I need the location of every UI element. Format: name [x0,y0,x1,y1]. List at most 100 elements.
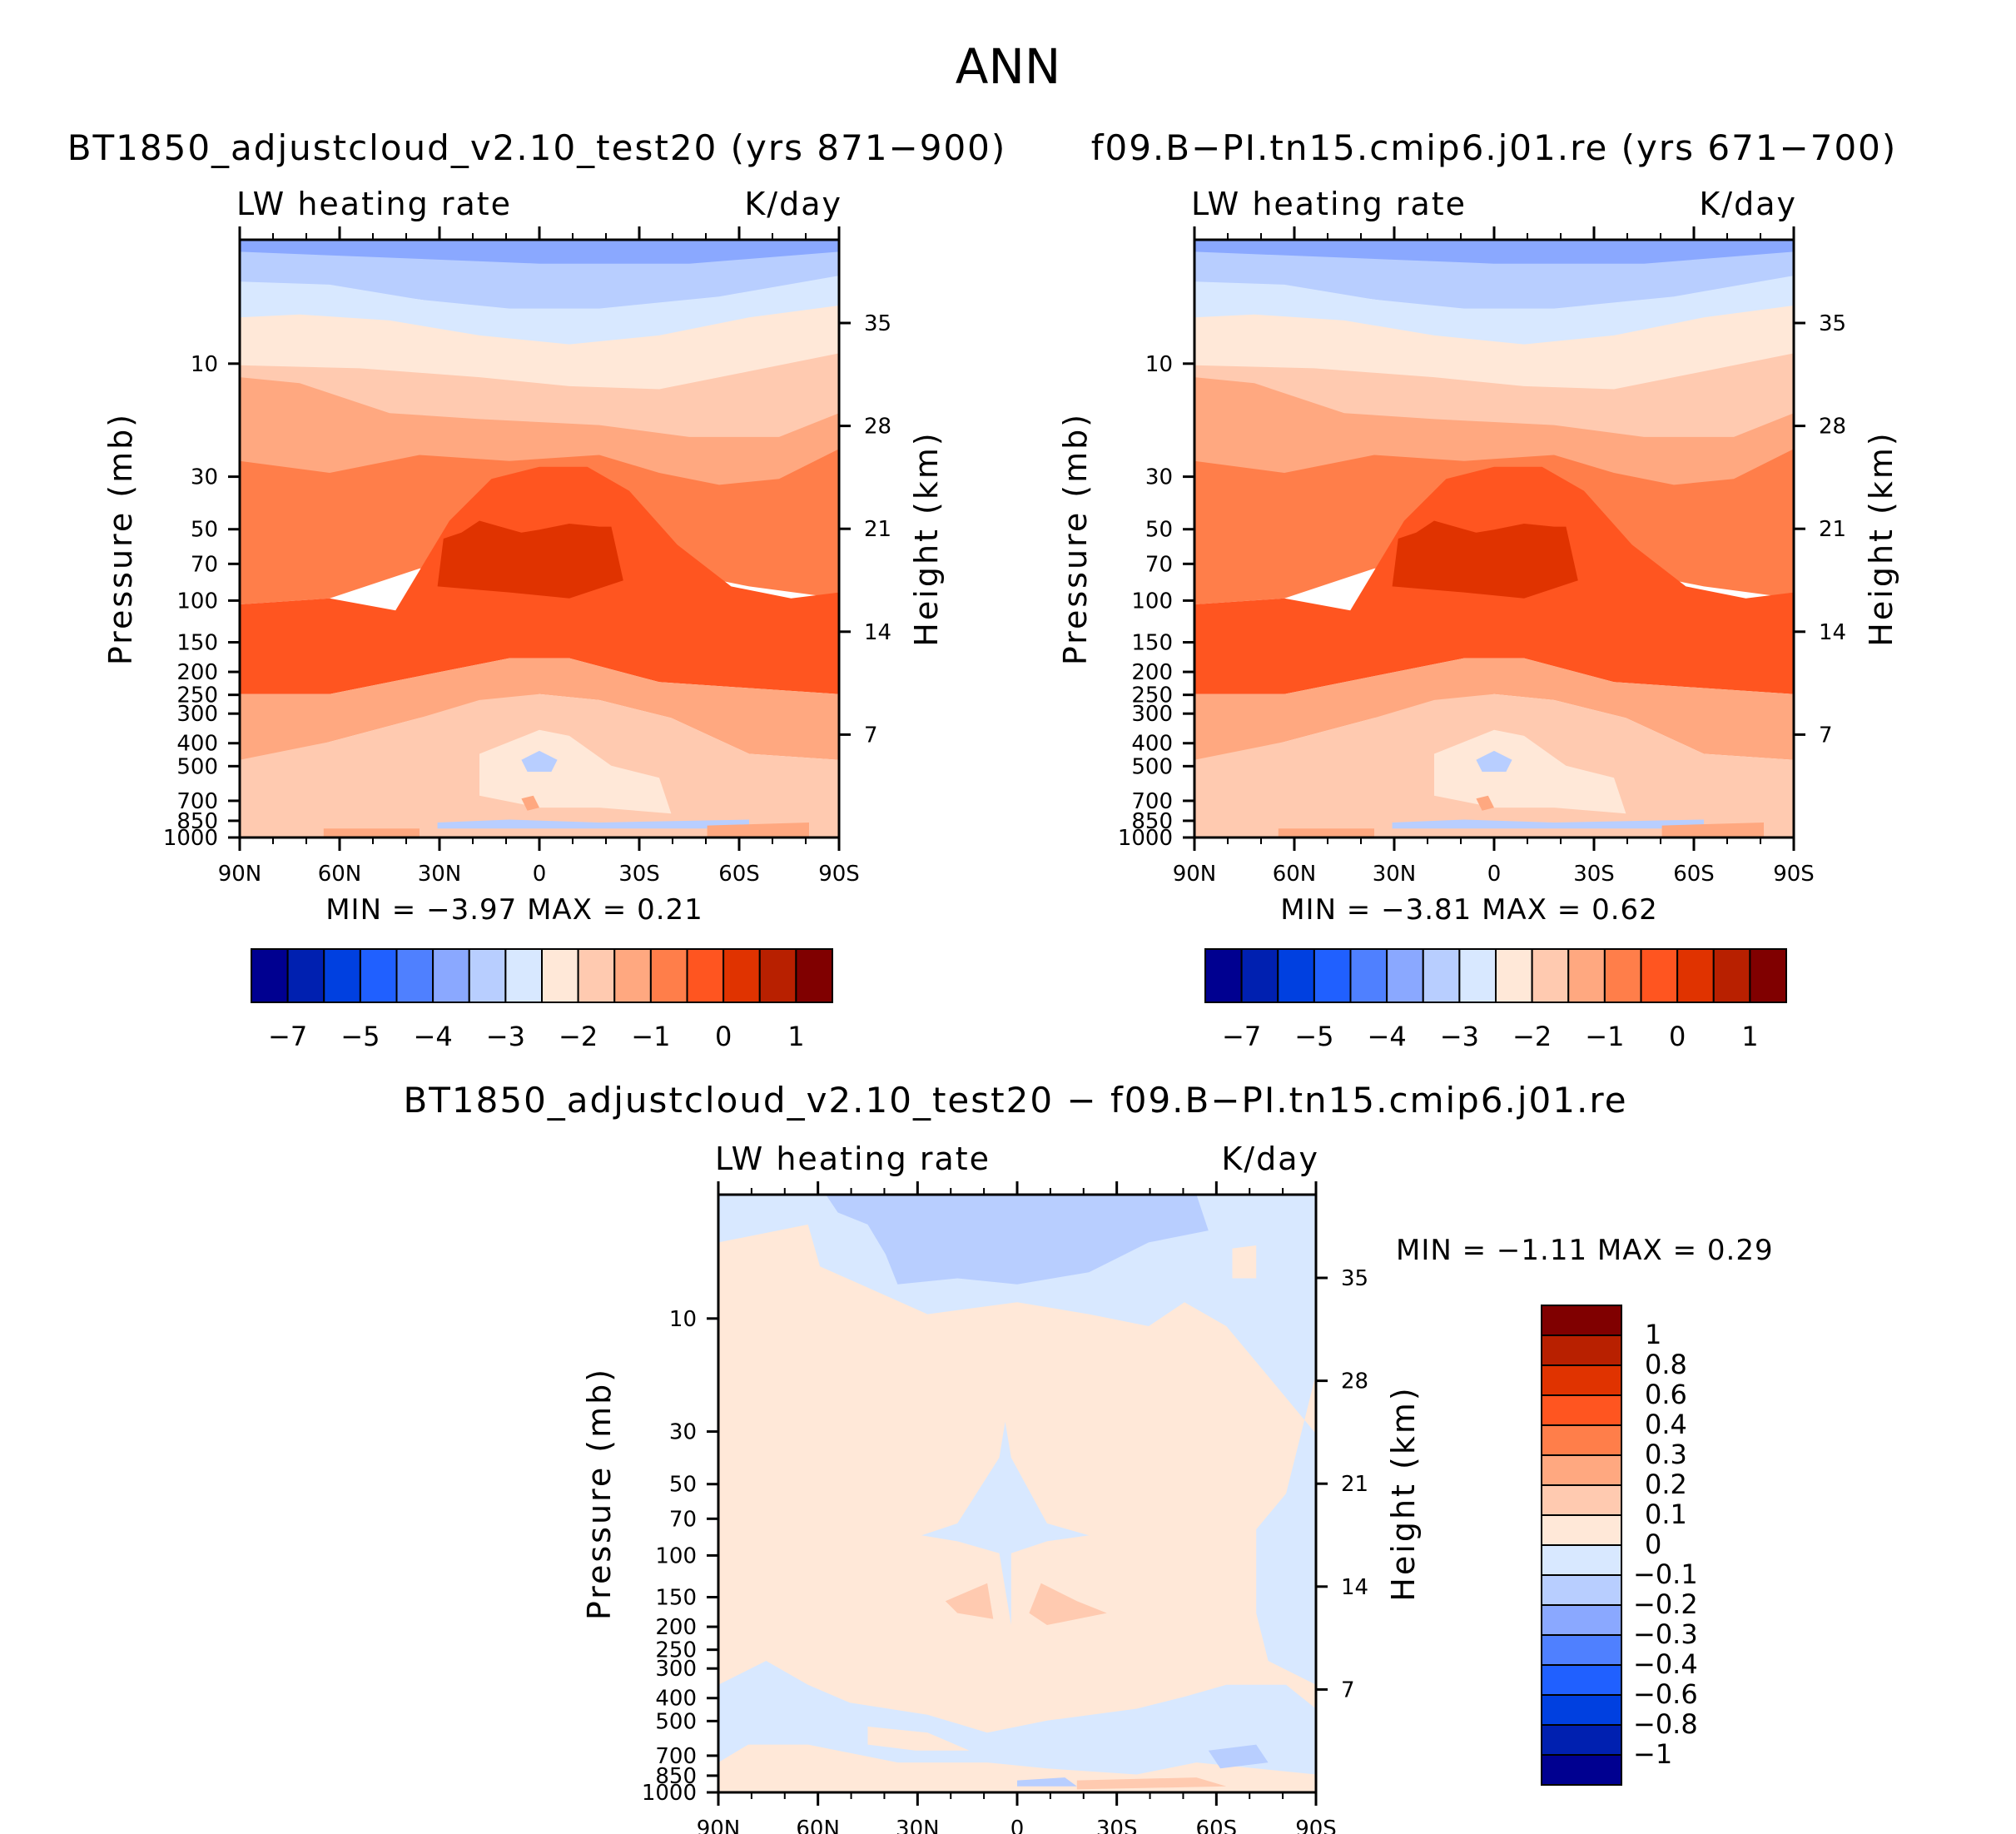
colorbar-swatch [468,948,507,1003]
x-tick-label: 60S [1673,862,1715,887]
colorbar-swatch [1541,1364,1622,1396]
x-tick-label: 90S [1773,862,1815,887]
colorbar-label: 1 [787,1021,804,1052]
colorbar-swatch [1386,948,1424,1003]
y2-tick-label: 7 [1341,1677,1355,1702]
contour-region [1194,658,1794,766]
colorbar-label: −3 [1440,1021,1479,1052]
contour-region [867,1727,970,1751]
contour-region [718,1661,1316,1775]
colorbar-swatch [1541,1664,1622,1696]
y2-tick-label: 35 [1819,311,1846,336]
y-tick-label: 70 [1145,552,1173,577]
colorbar-swatch [1531,948,1570,1003]
colorbar-label: −0.2 [1633,1588,1698,1620]
y-tick-label: 1000 [642,1781,697,1806]
plot-frame-right [1183,226,1805,851]
y-tick-label: 850 [176,809,218,834]
colorbar-swatch [1277,948,1315,1003]
colorbar-label: −1 [631,1021,670,1052]
x-tick-label: 90N [1173,862,1217,887]
contour-region [1278,828,1374,837]
y2-tick-label: 21 [864,517,891,542]
contour-region [1017,1777,1077,1787]
colorbar-label: −4 [414,1021,453,1052]
colorbar-swatch [504,948,543,1003]
y-tick-label: 850 [655,1764,697,1789]
colorbar-label: 0.8 [1645,1349,1687,1380]
contour-region [707,823,809,837]
colorbar-swatch [1541,1604,1622,1636]
y-tick-label: 100 [1131,589,1173,614]
x-tick-label: 90S [818,862,860,887]
colorbar-label: 0.2 [1645,1469,1687,1500]
colorbar-label: −2 [1512,1021,1552,1052]
contour-region [1434,729,1626,814]
y-tick-label: 250 [655,1638,697,1663]
colorbar-swatch [686,948,725,1003]
colorbar-swatch [1603,948,1642,1003]
x-tick-label: 90S [1295,1817,1337,1834]
contour-region [323,828,420,837]
colorbar-swatch [323,948,361,1003]
colorbar-label: −0.8 [1633,1708,1698,1740]
colorbar-swatch [1349,948,1388,1003]
panel-title: BT1850_adjustcloud_v2.10_test20 (yrs 871… [67,127,1007,168]
y2-tick-label: 7 [864,723,878,748]
colorbar-swatch [1541,1394,1622,1426]
x-tick-label: 60N [318,862,362,887]
contour-region [1476,750,1512,772]
y-tick-label: 700 [655,1744,697,1769]
x-tick-label: 60S [718,862,760,887]
colorbar-swatch [1204,948,1243,1003]
y-tick-label: 250 [176,683,218,708]
y2-tick-label: 28 [1341,1369,1368,1394]
contour-region [1076,1777,1227,1790]
x-tick-label: 30S [618,862,660,887]
colorbar-right [1204,948,1787,1003]
y-tick-label: 10 [669,1307,697,1332]
contour-region [1208,1744,1269,1769]
colorbar-label: −5 [1294,1021,1333,1052]
y2-axis-label: Height (km) [1385,1385,1422,1601]
y2-axis-label: Height (km) [1863,430,1899,646]
colorbar-swatch [1541,1574,1622,1606]
y2-tick-label: 28 [864,415,891,440]
colorbar-label: −0.4 [1633,1648,1698,1680]
y2-tick-label: 21 [1341,1472,1368,1497]
colorbar-swatch [1541,1424,1622,1456]
colorbar-swatch [1749,948,1787,1003]
colorbar-label: −3 [486,1021,525,1052]
colorbar-swatch [758,948,797,1003]
plot-frame-diff [707,1181,1328,1806]
contour-region [479,729,672,814]
y-tick-label: 30 [669,1420,697,1445]
colorbar-swatch [1495,948,1533,1003]
y-axis-label: Pressure (mb) [1057,412,1094,665]
contour-region [240,251,839,312]
colorbar-swatch [1541,1694,1622,1726]
y2-tick-label: 35 [864,311,891,336]
x-tick-label: 30N [418,862,462,887]
colorbar-label: −1 [1585,1021,1624,1052]
contour-region [437,819,749,829]
contour-region [521,795,539,811]
y-tick-label: 50 [669,1473,697,1498]
colorbar-swatch [286,948,325,1003]
colorbar-label: 0 [1645,1528,1661,1560]
colorbar-label: −0.6 [1633,1678,1698,1710]
y2-tick-label: 7 [1819,723,1833,748]
colorbar-swatch [1541,1544,1622,1576]
colorbar-swatch [1240,948,1279,1003]
y-tick-label: 70 [191,552,218,577]
colorbar-swatch [1541,1634,1622,1666]
contour-region [921,1421,1090,1625]
colorbar-swatch [1541,1754,1622,1786]
colorbar-label: −4 [1368,1021,1407,1052]
x-tick-label: 90N [218,862,262,887]
y-tick-label: 700 [176,789,218,814]
y2-tick-label: 14 [864,620,891,645]
contour-field-left [240,240,839,837]
colorbar-swatch [1541,1305,1622,1336]
min-max-text: MIN = −3.81 MAX = 0.62 [1280,893,1658,927]
